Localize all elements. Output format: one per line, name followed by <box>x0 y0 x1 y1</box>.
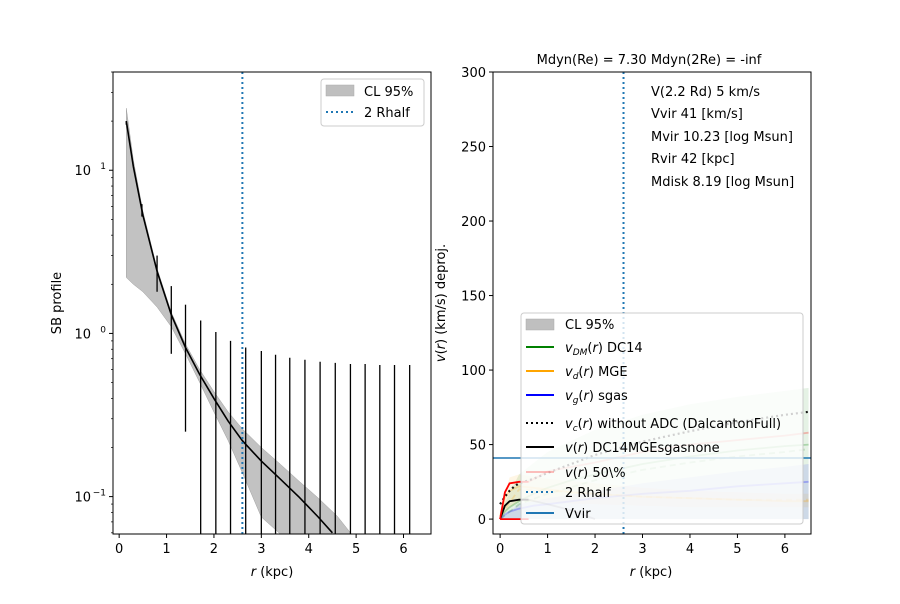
legend-vg-label: vg(r) sgas <box>565 389 628 406</box>
y-tick-exponent: 0 <box>100 325 106 335</box>
y-tick-label: 0 <box>478 513 486 528</box>
x-tick-label: 2 <box>591 542 599 557</box>
x-tick-label: 5 <box>733 542 741 557</box>
annotation-mdisk: Mdisk 8.19 [log Msun] <box>651 175 794 190</box>
left-legend: CL 95% 2 Rhalf <box>320 78 425 127</box>
legend-vdm-label: vDM(r) DC14 <box>565 341 643 358</box>
x-tick-label: 1 <box>543 542 551 557</box>
right-y-axis-label: v(r) (km/s) deproj. <box>434 244 449 362</box>
annotation-rvir: Rvir 42 [kpc] <box>651 152 735 167</box>
legend-cl95-swatch <box>525 318 555 331</box>
x-tick-label: 3 <box>257 542 265 557</box>
right-axes-frame <box>492 71 812 535</box>
x-tick-label: 3 <box>638 542 646 557</box>
legend-cl95-swatch <box>325 84 355 97</box>
x-tick-label: 6 <box>781 542 789 557</box>
left-x-axis-label: r (kpc) <box>251 565 294 580</box>
x-tick-label: 6 <box>399 542 407 557</box>
x-tick-label: 2 <box>210 542 218 557</box>
y-tick-label: 100 <box>461 364 486 379</box>
legend-vd-label: vd(r) MGE <box>565 365 628 382</box>
left-y-axis-label: SB profile <box>50 272 65 334</box>
y-tick-label: 150 <box>461 290 486 305</box>
annotation-mvir: Mvir 10.23 [log Msun] <box>651 130 793 145</box>
y-tick-label: 300 <box>461 66 486 81</box>
legend-vc-label: vc(r) without ADC (DalcantonFull) <box>565 417 781 434</box>
annotation-block: V(2.2 Rd) 5 km/s Vvir 41 [km/s] Mvir 10.… <box>651 85 794 190</box>
x-tick-label: 4 <box>305 542 313 557</box>
y-tick-label: 50 <box>469 439 486 454</box>
rotation-curve-panel: Mdyn(Re) = 7.30 Mdyn(2Re) = -inf 0 1 2 3 4 5 6… <box>434 53 812 580</box>
left-axes-frame <box>112 71 432 535</box>
right-panel-title: Mdyn(Re) = 7.30 Mdyn(2Re) = -inf <box>537 53 762 68</box>
y-tick-label: 250 <box>461 141 486 156</box>
legend-vvir-label: Vvir <box>565 507 591 522</box>
y-tick-label: 10 <box>74 164 91 179</box>
x-tick-label: 4 <box>686 542 694 557</box>
x-tick-label: 1 <box>162 542 170 557</box>
y-tick-label: 10 <box>74 491 91 506</box>
legend-cl95-label: CL 95% <box>364 85 413 100</box>
right-legend: CL 95% vDM(r) DC14 vd(r) MGE vg(r) sgas … <box>520 312 804 525</box>
y-tick-exponent: 1 <box>100 162 106 172</box>
legend-2rhalf-label: 2 Rhalf <box>364 106 410 121</box>
annotation-vvir: Vvir 41 [km/s] <box>651 107 743 122</box>
y-tick-label: 10 <box>74 327 91 342</box>
legend-vtotal-label: v(r) DC14MGEsgasnone <box>565 441 720 456</box>
x-tick-label: 0 <box>496 542 504 557</box>
annotation-v22rd: V(2.2 Rd) 5 km/s <box>651 85 760 100</box>
y-tick-label: 200 <box>461 215 486 230</box>
legend-2rhalf-label: 2 Rhalf <box>565 486 611 501</box>
y-tick-exponent: −1 <box>93 489 106 499</box>
x-tick-label: 5 <box>352 542 360 557</box>
right-x-axis-label: r (kpc) <box>630 565 673 580</box>
x-tick-label: 0 <box>115 542 123 557</box>
sb-model-line <box>125 120 333 534</box>
legend-v50-label: v(r) 50\% <box>565 466 626 481</box>
legend-cl95-label: CL 95% <box>565 318 614 333</box>
